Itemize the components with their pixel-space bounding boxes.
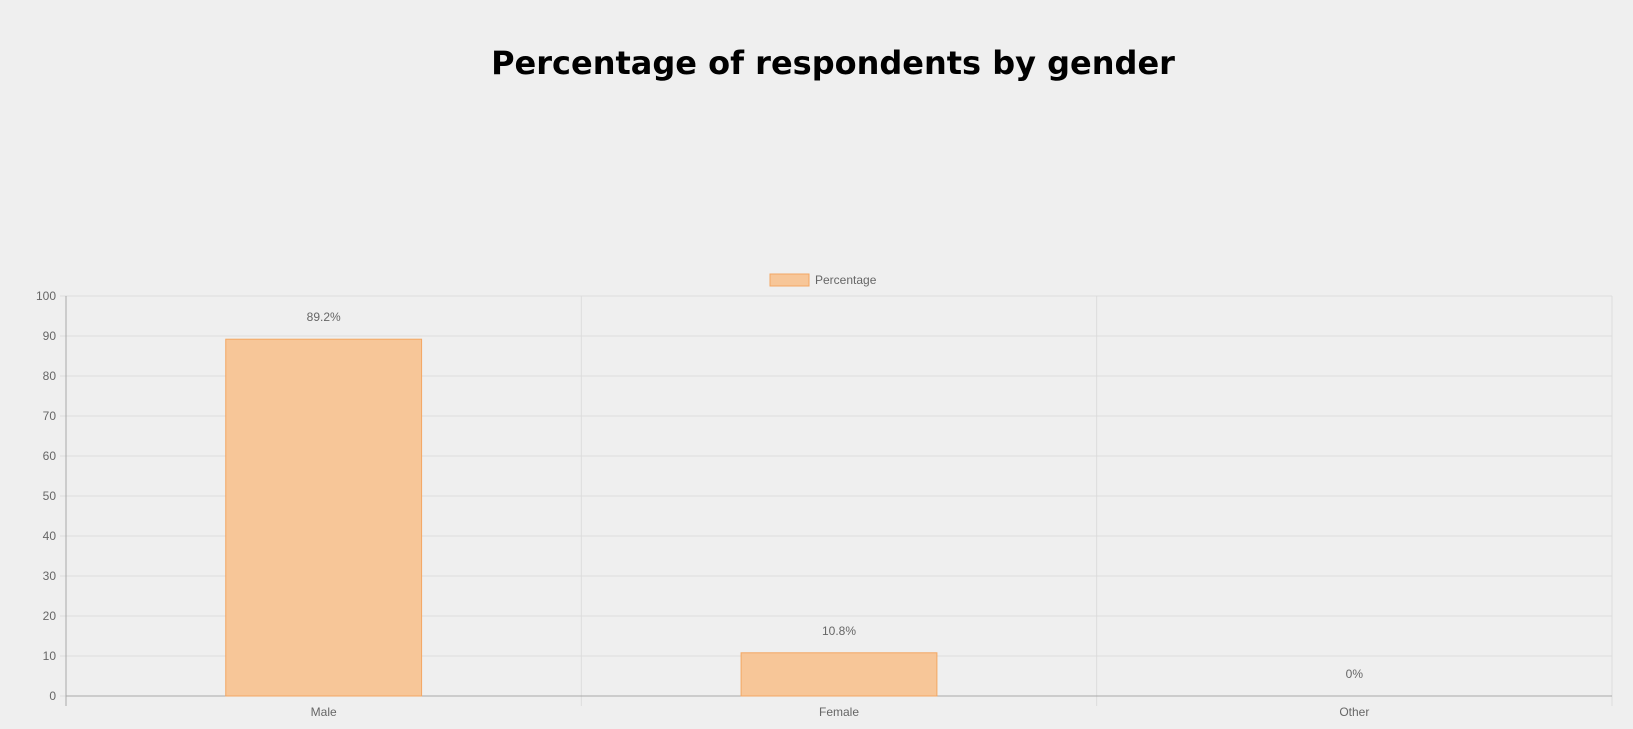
legend-swatch[interactable] [769, 273, 810, 287]
data-label: 89.2% [307, 310, 341, 324]
y-tick-label: 10 [43, 649, 57, 663]
x-tick-label: Female [819, 705, 859, 719]
bar-female[interactable] [740, 652, 938, 697]
y-tick-label: 70 [43, 409, 57, 423]
y-tick-label: 90 [43, 329, 57, 343]
chart-title: Percentage of respondents by gender [491, 44, 1175, 82]
y-tick-label: 100 [36, 289, 56, 303]
y-tick-label: 30 [43, 569, 57, 583]
x-tick-label: Other [1339, 705, 1369, 719]
x-tick-label: Male [311, 705, 337, 719]
legend-label[interactable]: Percentage [815, 273, 877, 287]
y-tick-label: 60 [43, 449, 57, 463]
data-label: 0% [1346, 667, 1364, 681]
y-tick-label: 40 [43, 529, 57, 543]
y-tick-label: 0 [49, 689, 56, 703]
bar-male[interactable] [225, 338, 423, 697]
data-label: 10.8% [822, 624, 856, 638]
y-tick-label: 80 [43, 369, 57, 383]
y-tick-label: 50 [43, 489, 57, 503]
y-tick-label: 20 [43, 609, 57, 623]
